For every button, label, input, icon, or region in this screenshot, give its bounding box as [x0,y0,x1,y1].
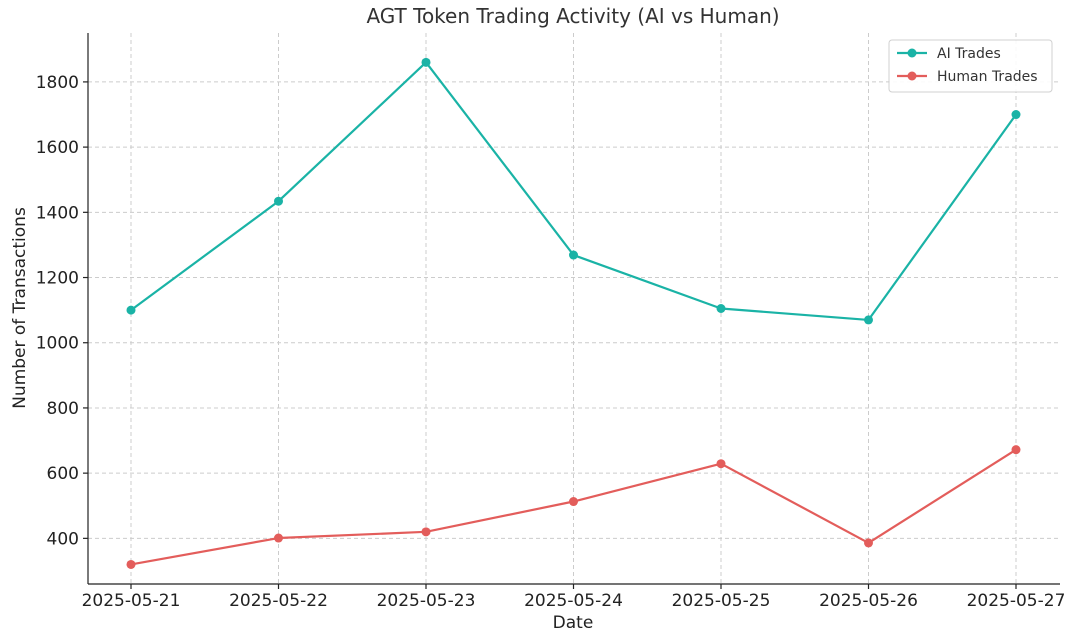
data-point [569,497,578,507]
data-point [274,196,283,206]
legend-marker [907,48,917,58]
y-tick-label: 1400 [36,203,79,223]
x-tick-label: 2025-05-22 [229,591,328,611]
y-tick-label: 1600 [36,138,79,158]
data-point [716,459,726,469]
y-tick-label: 600 [47,464,79,484]
legend-label: AI Trades [937,46,1001,62]
y-tick-label: 800 [47,399,79,419]
data-point [1011,445,1021,455]
data-point [274,533,283,543]
data-point [569,250,578,260]
data-point [126,559,136,569]
data-point [126,305,136,315]
x-tick-label: 2025-05-23 [377,591,476,611]
legend: AI Trades Human Trades [888,39,1053,93]
x-tick-label: 2025-05-21 [82,591,181,611]
legend-box [888,39,1053,93]
chart-title: AGT Token Trading Activity (AI vs Human) [366,4,779,28]
data-point [421,57,431,67]
x-axis-label: Date [553,613,594,631]
series-ai-trades [126,57,1021,325]
y-axis-label: Number of Transactions [10,207,30,409]
data-point [716,304,726,313]
grid-lines [88,33,1060,584]
y-tick-label: 1800 [36,73,79,93]
axes: 400 600 800 1000 1200 1400 1600 1800 2025-05-21 2… [36,33,1066,611]
data-point [1011,110,1021,120]
y-tick-label: 1000 [36,334,79,354]
legend-marker [907,71,917,81]
x-tick-label: 2025-05-25 [672,591,771,611]
data-point [864,538,873,548]
legend-label: Human Trades [937,69,1038,85]
y-tick-label: 1200 [36,269,79,289]
series-layer [126,57,1021,569]
series-human-trades [126,445,1021,569]
y-tick-label: 400 [47,529,79,549]
x-tick-label: 2025-05-24 [524,591,623,611]
data-point [864,315,873,325]
data-point [421,527,431,537]
x-tick-label: 2025-05-26 [819,591,918,611]
x-tick-label: 2025-05-27 [967,591,1066,611]
